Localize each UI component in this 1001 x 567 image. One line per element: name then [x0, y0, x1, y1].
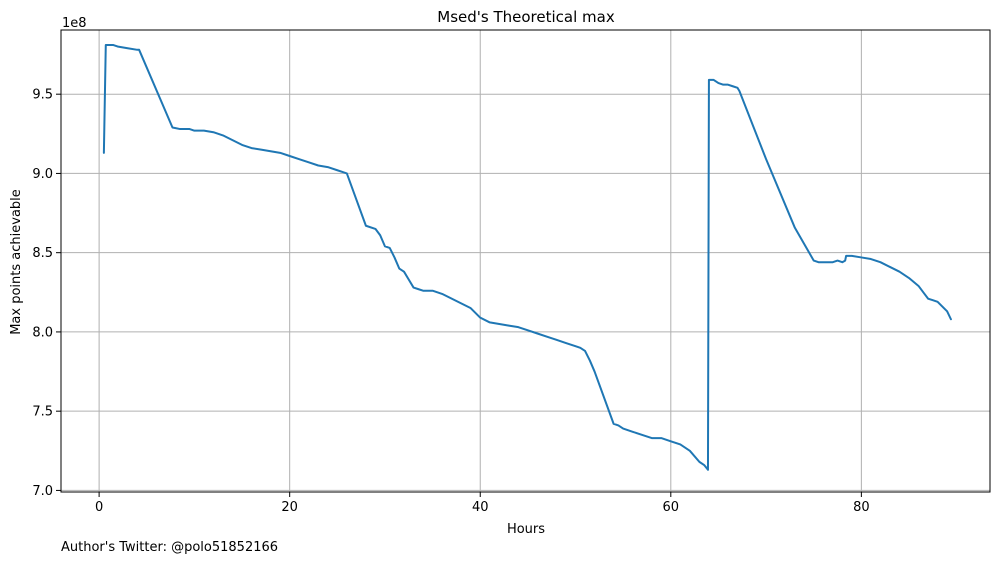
- y-tick-label: 8.0: [32, 325, 53, 340]
- y-tick-label: 9.5: [32, 88, 53, 103]
- y-tick-label: 9.0: [32, 167, 53, 182]
- x-tick-label: 80: [853, 500, 870, 515]
- series-line: [102, 44, 952, 471]
- y-tick-label: 7.0: [32, 484, 53, 499]
- axes-frame: [60, 29, 991, 493]
- y-tick-label: 7.5: [32, 405, 53, 420]
- chart-title: Msed's Theoretical max: [437, 8, 615, 26]
- y-offset-label: 1e8: [62, 16, 87, 31]
- footnote-text: Author's Twitter: @polo51852166: [61, 540, 278, 555]
- x-tick-label: 0: [95, 500, 103, 515]
- x-tick-label: 40: [472, 500, 489, 515]
- y-tick-label: 8.5: [32, 246, 53, 261]
- y-axis-label: Max points achievable: [9, 189, 24, 335]
- x-tick-label: 20: [281, 500, 298, 515]
- x-tick-label: 60: [663, 500, 680, 515]
- x-axis-label: Hours: [507, 522, 545, 537]
